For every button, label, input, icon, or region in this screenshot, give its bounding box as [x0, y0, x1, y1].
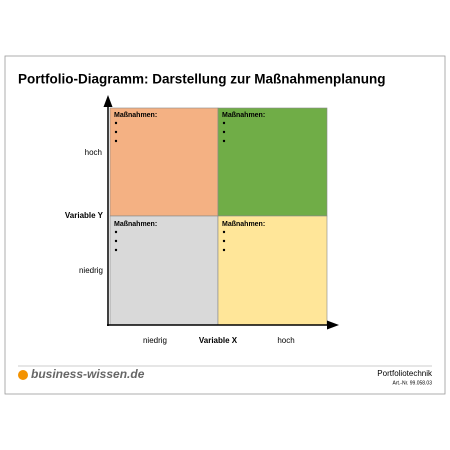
title: Portfolio-Diagramm: Darstellung zur Maßn…	[18, 72, 386, 87]
y-high-label: hoch	[85, 148, 102, 157]
quadrant	[109, 107, 219, 217]
quadrant	[217, 215, 328, 326]
quadrant-label: Maßnahmen:	[222, 221, 265, 228]
quadrant-label: Maßnahmen:	[222, 112, 265, 119]
quadrant	[217, 107, 328, 217]
y-low-label: niedrig	[79, 266, 103, 275]
quadrant-label: Maßnahmen:	[114, 221, 157, 228]
y-axis-title: Variable Y	[65, 211, 104, 220]
brand[interactable]: business-wissen.de	[31, 367, 145, 381]
article-number: Art.-Nr. 99.058.03	[393, 380, 433, 386]
brand-dot	[18, 370, 28, 380]
topic: Portfoliotechnik	[377, 369, 433, 378]
quadrant-label: Maßnahmen:	[114, 112, 157, 119]
bullets	[114, 121, 226, 252]
x-low-label: niedrig	[143, 336, 167, 345]
quadrant	[109, 215, 219, 326]
x-high-label: hoch	[277, 336, 294, 345]
x-axis-title: Variable X	[199, 336, 238, 345]
